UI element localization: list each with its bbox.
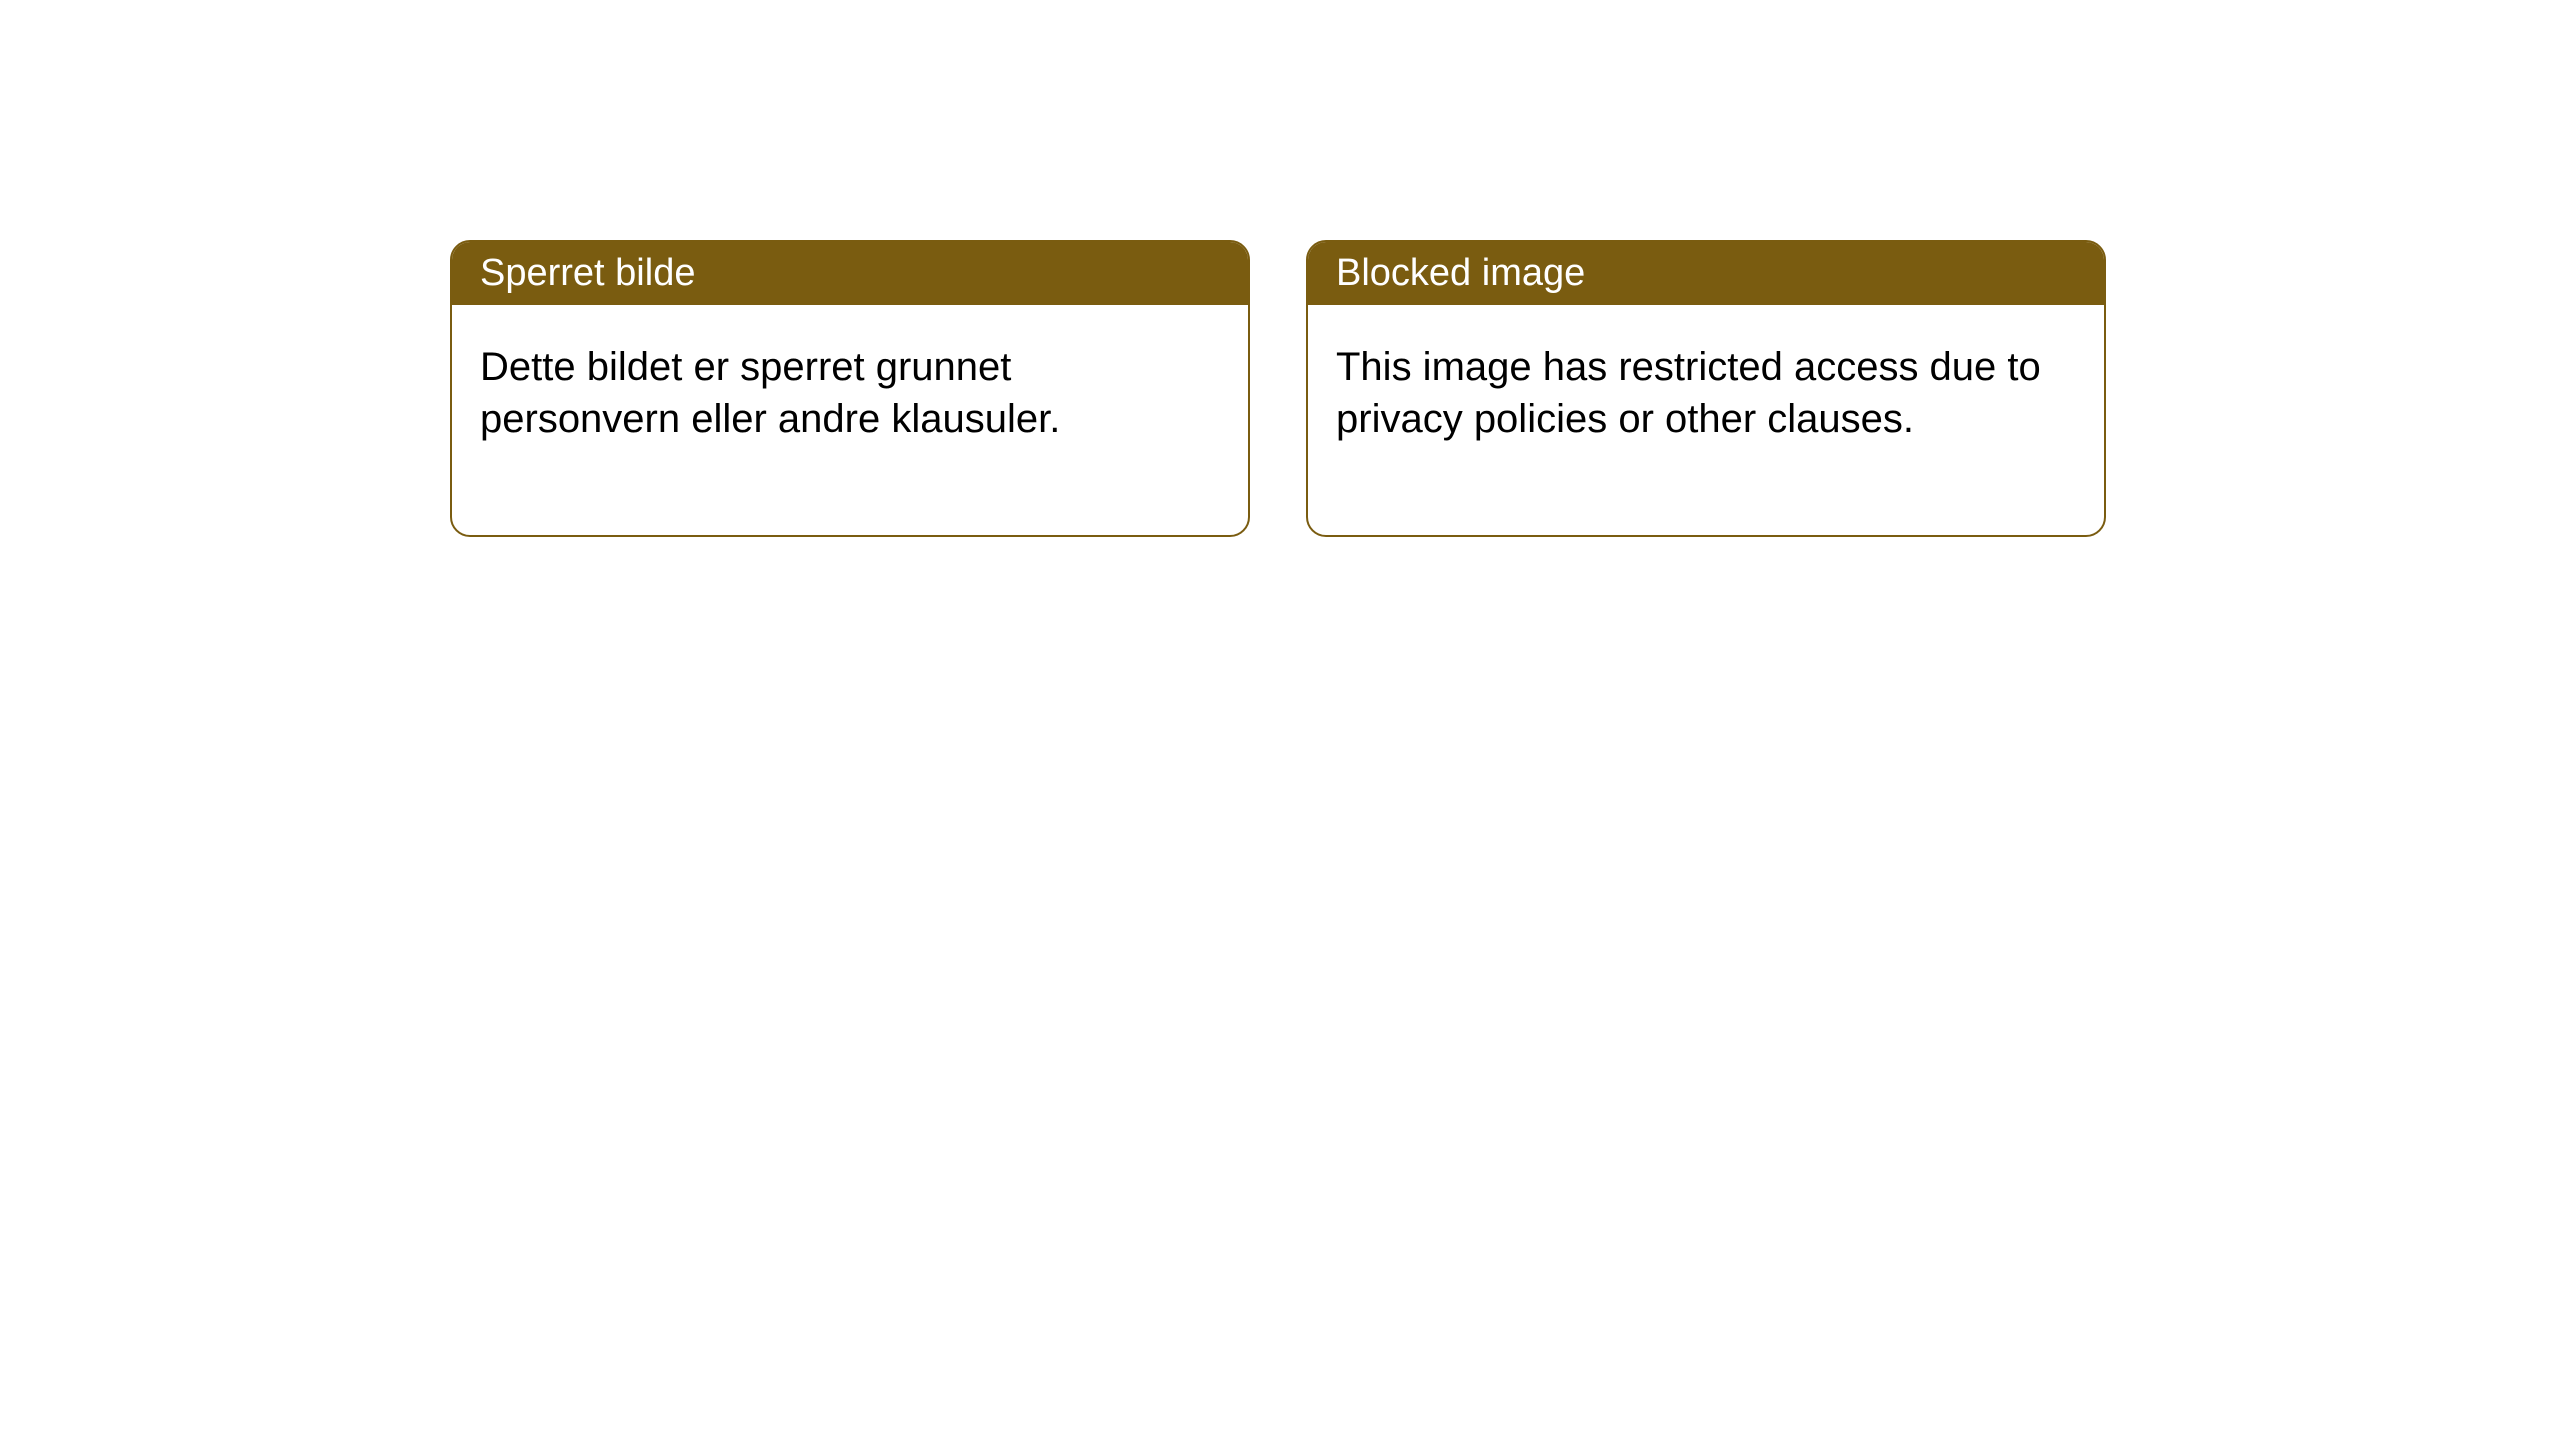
card-body-no: Dette bildet er sperret grunnet personve…	[452, 305, 1248, 535]
notice-card-en: Blocked image This image has restricted …	[1306, 240, 2106, 537]
card-body-en: This image has restricted access due to …	[1308, 305, 2104, 535]
notice-card-no: Sperret bilde Dette bildet er sperret gr…	[450, 240, 1250, 537]
card-title-no: Sperret bilde	[452, 242, 1248, 305]
notice-cards-container: Sperret bilde Dette bildet er sperret gr…	[450, 240, 2106, 537]
card-title-en: Blocked image	[1308, 242, 2104, 305]
